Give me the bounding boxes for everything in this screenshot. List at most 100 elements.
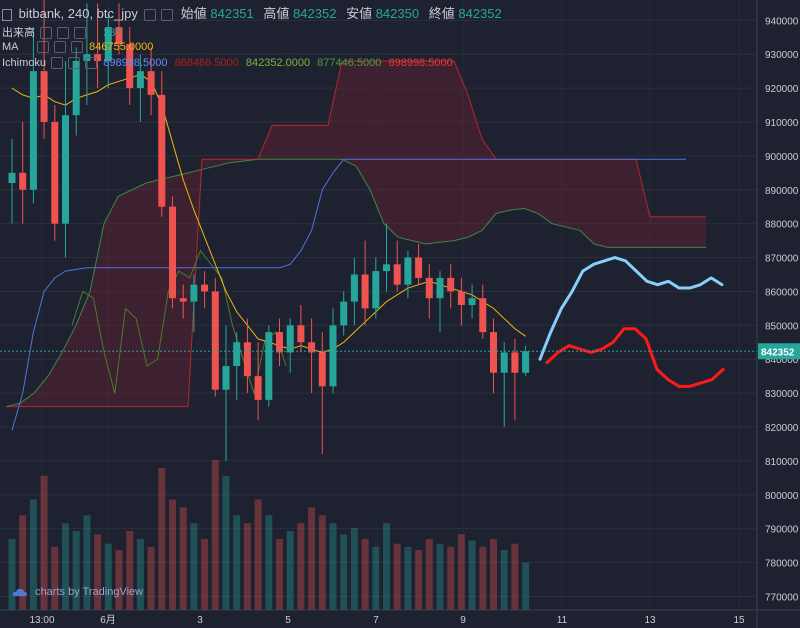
candle-body: [136, 71, 144, 89]
close-icon[interactable]: [85, 57, 98, 70]
candle-body: [361, 274, 369, 309]
volume-bar: [479, 546, 487, 610]
span-b-value: 898998.5000: [388, 57, 453, 69]
candle-body: [147, 71, 155, 95]
price-tick-label: 770000: [765, 592, 799, 603]
time-tick-label: 11: [557, 615, 568, 626]
volume-bar: [83, 515, 91, 610]
high-label: 高値: [263, 6, 290, 21]
close-icon[interactable]: [74, 27, 87, 40]
time-tick-label: 3: [197, 615, 203, 626]
tradingview-watermark[interactable]: charts by TradingView: [12, 586, 143, 598]
span-a-line: [5, 158, 706, 408]
time-tick-label: 13:00: [29, 615, 54, 626]
volume-bar: [19, 515, 27, 610]
low-label: 安値: [346, 6, 373, 21]
symbol-title: bitbank, 240, btc_jpy: [18, 6, 138, 21]
candle-body: [511, 352, 519, 373]
candle-body: [115, 27, 123, 45]
ichimoku-cloud: [5, 60, 706, 408]
volume-bar: [222, 475, 230, 610]
candle-body: [425, 277, 433, 299]
volume-bar: [522, 562, 530, 610]
price-tick-label: 780000: [765, 559, 799, 570]
candle-body: [415, 257, 423, 278]
volume-bar: [72, 531, 80, 610]
candle-body: [350, 274, 358, 302]
time-tick-label: 9: [460, 615, 466, 626]
volume-bar: [179, 507, 187, 610]
candle-body: [383, 264, 390, 272]
candle-body: [19, 172, 27, 190]
candle-body: [297, 325, 305, 343]
price-tick-label: 790000: [765, 525, 799, 536]
tenkan-line: [11, 158, 687, 431]
watermark-text: charts by TradingView: [35, 586, 144, 598]
eye-icon[interactable]: [36, 41, 49, 54]
ichimoku-legend[interactable]: Ichimoku 898998.5000 868466.5000 842352.…: [2, 57, 453, 70]
volume-bar: [308, 507, 316, 610]
candle-body: [436, 277, 444, 299]
volume-bar: [254, 499, 262, 610]
candle-body: [308, 342, 316, 353]
candle-body: [8, 172, 16, 183]
candle-body: [94, 54, 102, 61]
volume-label: 出来高: [2, 27, 35, 39]
eye-icon[interactable]: [40, 27, 53, 40]
price-tick-label: 880000: [765, 220, 799, 231]
candle-body: [233, 342, 241, 366]
volume-bar: [136, 538, 144, 610]
candle-body: [190, 284, 198, 302]
candlesticks[interactable]: [8, 0, 530, 461]
volume-value: 237: [103, 27, 122, 39]
tenkan-value: 898998.5000: [103, 57, 168, 69]
volume-bar: [329, 523, 337, 610]
settings-icon[interactable]: [57, 27, 70, 40]
candle-body: [372, 271, 380, 309]
volume-bar: [425, 538, 433, 610]
settings-icon[interactable]: [161, 8, 174, 21]
candle-body: [211, 291, 219, 390]
volume-bar: [51, 546, 59, 610]
volume-legend[interactable]: 出来高 237: [2, 24, 122, 40]
open-value: 842351: [210, 6, 254, 21]
symbol-legend[interactable]: bitbank, 240, btc_jpy 始値 842351 高値 84235…: [2, 3, 508, 22]
eye-icon[interactable]: [51, 57, 64, 70]
close-icon[interactable]: [71, 41, 84, 54]
ma-legend[interactable]: MA 846755.0000: [2, 41, 153, 54]
candle-body: [40, 71, 48, 122]
candle-body: [404, 257, 412, 285]
volume-bar: [115, 550, 123, 610]
ichimoku-label: Ichimoku: [2, 57, 47, 69]
volume-bar: [147, 546, 155, 610]
forecast-lines: [538, 256, 725, 388]
volume-bar: [265, 515, 273, 610]
volume-bar: [490, 538, 497, 610]
volume-bar: [383, 523, 390, 610]
volume-bar: [511, 543, 519, 610]
candle-body: [340, 301, 348, 326]
time-tick-label: 6月: [100, 614, 116, 626]
eye-icon[interactable]: [143, 8, 156, 21]
candle-body: [104, 27, 112, 61]
volume-bar: [447, 546, 455, 610]
price-tick-label: 820000: [765, 423, 799, 434]
settings-icon[interactable]: [54, 41, 67, 54]
volume-bar: [8, 538, 16, 610]
volume-bar: [457, 534, 465, 610]
candle-body: [158, 94, 166, 207]
candle-body: [500, 352, 508, 373]
volume-bar: [104, 543, 112, 610]
settings-icon[interactable]: [68, 57, 81, 70]
volume-bars: [8, 460, 530, 610]
candle-body: [457, 291, 465, 305]
volume-bar: [468, 540, 476, 610]
volume-bar: [286, 531, 294, 610]
price-tick-label: 920000: [765, 84, 799, 95]
candle-body: [479, 298, 487, 333]
price-tick-label: 800000: [765, 491, 799, 502]
candle-body: [254, 376, 262, 400]
ma-label: MA: [2, 41, 18, 53]
